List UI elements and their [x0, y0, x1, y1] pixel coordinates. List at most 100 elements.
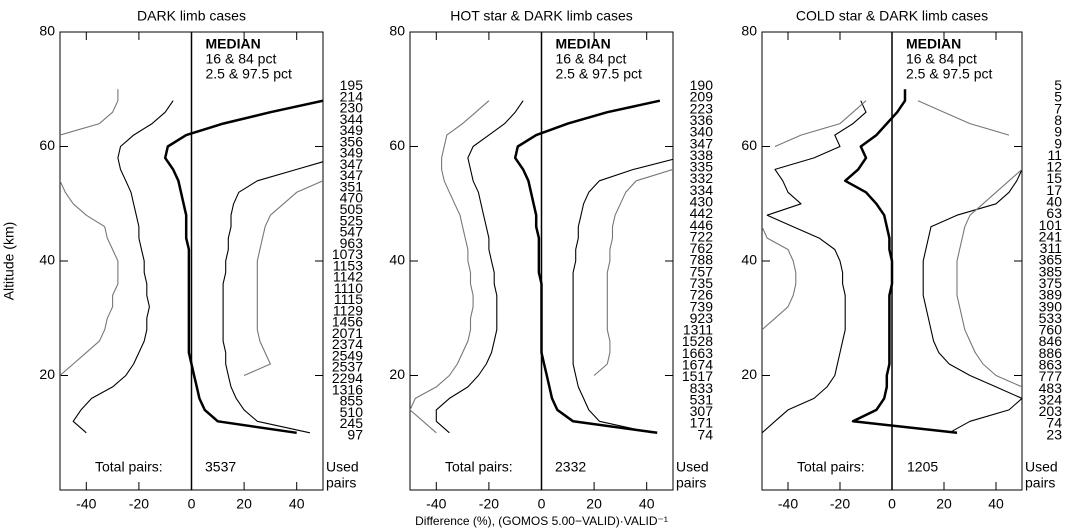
used-pairs-count: 8: [1054, 112, 1062, 128]
lower-percentile-line: [72, 100, 174, 434]
y-tick-label: 80: [39, 23, 55, 39]
x-tick-label: 0: [888, 496, 896, 512]
used-pairs-count: 324: [1039, 391, 1063, 407]
used-pairs-count: 349: [340, 122, 364, 138]
x-tick-label: -40: [426, 496, 446, 512]
panel: HOT star & DARK limb cases -40 -20 0 20 40 20 4…: [389, 8, 713, 528]
used-pairs-count: 1456: [332, 314, 363, 330]
used-pairs-count: 12: [1046, 159, 1062, 175]
used-pairs-count: 1311: [683, 322, 713, 338]
total-pairs-label: Total pairs:: [797, 459, 865, 475]
used-pairs-label: pairs: [326, 475, 356, 491]
used-pairs-count: 722: [690, 228, 714, 244]
used-pairs-count: 195: [340, 77, 364, 93]
used-pairs-count: 886: [1039, 345, 1063, 361]
x-tick-label: -20: [830, 496, 850, 512]
x-tick-label: 0: [188, 496, 196, 512]
used-pairs-count: 442: [690, 205, 714, 221]
total-pairs-label: Total pairs:: [95, 459, 163, 475]
y-tick-label: 20: [39, 366, 55, 382]
used-pairs-count: 788: [690, 252, 714, 268]
used-pairs-count: 344: [340, 111, 364, 127]
x-tick-label: -20: [479, 496, 499, 512]
used-pairs-count: 1142: [333, 269, 363, 285]
plot-area: [410, 99, 673, 435]
used-pairs-count: 209: [690, 89, 714, 105]
median-line: [513, 99, 661, 435]
y-tick-label: 40: [389, 252, 405, 268]
chart-title: DARK limb cases: [137, 8, 246, 24]
used-pairs-count: 1115: [334, 291, 363, 307]
y-tick-label: 80: [741, 23, 757, 39]
median-line: [843, 89, 958, 435]
used-pairs-count: 375: [1039, 275, 1063, 291]
plot-area: [60, 89, 323, 435]
total-pairs-value: 3537: [205, 459, 236, 475]
x-tick-label: 20: [936, 496, 952, 512]
x-tick-label: -40: [778, 496, 798, 512]
upper-percentile-line: [222, 161, 323, 434]
panel: DARK limb cases -40 -20 0 20 40 20 40 60 80 Altitu…: [1, 8, 364, 512]
used-pairs-count: 245: [340, 415, 364, 431]
used-pairs-count: 2549: [332, 347, 363, 363]
used-pairs-count: 1528: [682, 333, 713, 349]
used-pairs-count: 11: [1047, 147, 1062, 163]
x-tick-label: 0: [538, 496, 546, 512]
used-pairs-count: 757: [690, 263, 714, 279]
used-pairs-count: 533: [1039, 310, 1063, 326]
used-pairs-count: 510: [340, 404, 364, 420]
x-tick-label: 40: [639, 496, 655, 512]
used-pairs-count: 241: [1039, 228, 1063, 244]
used-pairs-count: 846: [1039, 333, 1063, 349]
used-pairs-count: 446: [690, 217, 714, 233]
used-pairs-count: 7: [1054, 100, 1062, 116]
used-pairs-count: 760: [1039, 322, 1063, 338]
upper-percentile-line: [243, 180, 323, 377]
used-pairs-count: 2294: [332, 370, 363, 386]
used-pairs-count: 1674: [682, 356, 713, 372]
plot-area: [762, 89, 1022, 435]
legend-entry: 2.5 & 97.5 pct: [556, 66, 643, 82]
lower-percentile-line: [762, 100, 867, 434]
used-pairs-count: 390: [1039, 298, 1063, 314]
used-pairs-count: 338: [690, 147, 714, 163]
used-pairs-count: 2537: [332, 359, 363, 375]
used-pairs-count: 531: [690, 391, 714, 407]
used-pairs-count: 332: [690, 170, 714, 186]
used-pairs-count: 1110: [334, 280, 363, 296]
used-pairs-count: 385: [1039, 263, 1063, 279]
used-pairs-count: 1129: [333, 302, 363, 318]
y-tick-label: 80: [389, 23, 405, 39]
used-pairs-count: 15: [1046, 170, 1062, 186]
used-pairs-count: 923: [690, 310, 714, 326]
upper-percentile-line: [917, 100, 1022, 388]
used-pairs-count: 17: [1046, 182, 1062, 198]
x-axis-label: Difference (%), (GOMOS 5.00−VALID)·VALID…: [415, 514, 668, 528]
y-tick-label: 60: [741, 137, 757, 153]
used-pairs-count: 5: [1054, 77, 1062, 93]
legend-entry: 16 & 84 pct: [556, 51, 627, 67]
legend-entry: MEDIAN: [906, 36, 961, 52]
legend-entry: MEDIAN: [206, 36, 261, 52]
used-pairs-count: 505: [340, 201, 364, 217]
lower-percentile-line: [435, 100, 524, 434]
used-pairs-count: 349: [340, 145, 364, 161]
y-tick-label: 40: [39, 252, 55, 268]
used-pairs-count: 735: [690, 275, 714, 291]
y-tick-label: 20: [741, 366, 757, 382]
y-tick-label: 20: [389, 366, 405, 382]
used-pairs-count: 483: [1039, 380, 1063, 396]
used-pairs-label: pairs: [1025, 475, 1055, 491]
used-pairs-count: 1073: [332, 246, 363, 262]
used-pairs-count: 2071: [332, 325, 363, 341]
upper-percentile-line: [572, 158, 673, 434]
legend-entry: 2.5 & 97.5 pct: [906, 66, 993, 82]
used-pairs-count: 63: [1046, 205, 1062, 221]
used-pairs-count: 547: [340, 224, 364, 240]
used-pairs-count: 347: [340, 167, 364, 183]
used-pairs-count: 1153: [333, 257, 363, 273]
used-pairs-count: 74: [697, 426, 713, 442]
used-pairs-label: Used: [326, 459, 359, 475]
used-pairs-label: pairs: [676, 475, 706, 491]
used-pairs-count: 190: [690, 77, 714, 93]
